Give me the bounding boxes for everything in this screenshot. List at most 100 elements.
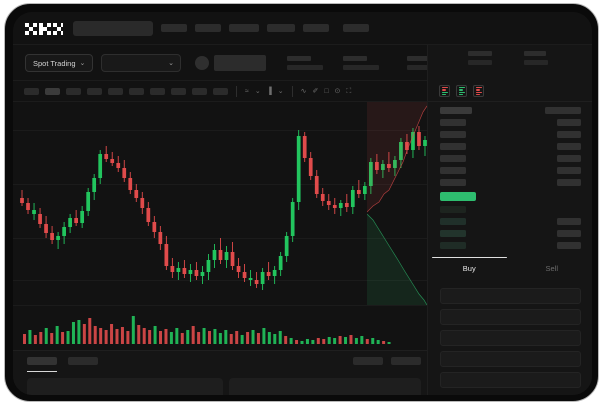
- spot-trading-label: Spot Trading: [33, 58, 76, 68]
- bottom-content-box-1: [229, 378, 421, 395]
- orderbook-stat-value-0: [468, 60, 492, 65]
- tab-buy-label: Buy: [462, 263, 476, 273]
- orderbook-mode-bids[interactable]: [456, 85, 467, 97]
- ask-row-size-1[interactable]: [557, 119, 581, 126]
- orderbook-mode-bar: [428, 81, 592, 102]
- candlestick-chart[interactable]: [13, 102, 427, 305]
- gridline-3: [13, 280, 427, 281]
- bid-row-price-2[interactable]: [440, 230, 466, 237]
- bottom-tab-1[interactable]: [68, 357, 98, 365]
- bid-row-size-3[interactable]: [557, 242, 581, 249]
- line-tool-icon[interactable]: ∿: [300, 87, 307, 95]
- orderbook-stat-label-1: [524, 51, 546, 56]
- buy-sell-tabs: Buy Sell: [428, 257, 592, 279]
- top-navigation-bar: [13, 12, 592, 45]
- bottom-action-0[interactable]: [353, 357, 383, 365]
- ask-row-price-4[interactable]: [440, 155, 466, 162]
- market-stat-value-0: [287, 65, 323, 70]
- indicator-icon[interactable]: ≈: [245, 87, 249, 95]
- ask-row-size-6[interactable]: [557, 179, 581, 186]
- camera-icon[interactable]: □: [324, 87, 329, 95]
- okx-logo[interactable]: [25, 23, 63, 35]
- orderbook-stat-0: [468, 51, 492, 65]
- nav-item-2[interactable]: [229, 24, 259, 32]
- bid-row-price-1[interactable]: [440, 218, 466, 225]
- tablet-device-frame: Spot Trading ⌄ ⌄ ≈ ⌄ ▐ ⌄ ∿ ✐ □ ⊙ ⛶: [4, 3, 599, 402]
- timeframe-button-6[interactable]: [150, 87, 165, 95]
- tab-sell-label: Sell: [545, 263, 558, 273]
- timeframe-button-5[interactable]: [129, 87, 144, 95]
- spot-trading-dropdown[interactable]: Spot Trading ⌄: [25, 54, 94, 72]
- market-stat-label-1: [343, 56, 367, 61]
- fullscreen-icon[interactable]: ⛶: [346, 87, 352, 95]
- bottom-tab-0[interactable]: [27, 357, 57, 365]
- timeframe-button-8[interactable]: [192, 87, 207, 95]
- order-field-1[interactable]: [440, 309, 581, 325]
- bid-row-price-0[interactable]: [440, 206, 466, 213]
- chevron-down-icon-pair: ⌄: [168, 59, 174, 67]
- toolbar-divider-2: [291, 85, 293, 97]
- timeframe-button-4[interactable]: [108, 87, 123, 95]
- ask-row-size-3[interactable]: [557, 143, 581, 150]
- nav-item-1[interactable]: [195, 24, 221, 32]
- ask-row-price-6[interactable]: [440, 179, 466, 186]
- volume-bars: [23, 316, 391, 344]
- timeframe-button-2[interactable]: [66, 87, 81, 95]
- market-depth-overlay: [367, 102, 427, 305]
- candle-series: [20, 126, 427, 290]
- market-stat-label-2: [407, 56, 431, 61]
- bid-row-size-1[interactable]: [557, 218, 581, 225]
- orderbook-mode-both[interactable]: [439, 85, 450, 97]
- market-stat-value-2: [407, 65, 441, 70]
- ask-row-price-0[interactable]: [440, 107, 472, 114]
- gridline-0: [13, 130, 427, 131]
- settings-icon[interactable]: ⊙: [334, 87, 341, 95]
- pencil-icon[interactable]: ✐: [312, 87, 319, 95]
- orderbook-stat-1: [524, 51, 548, 65]
- order-field-0[interactable]: [440, 288, 581, 304]
- ask-row-size-4[interactable]: [557, 155, 581, 162]
- bid-row-size-2[interactable]: [557, 230, 581, 237]
- tab-sell[interactable]: Sell: [511, 257, 593, 279]
- market-stat-2: [407, 56, 441, 70]
- device-bezel: Spot Trading ⌄ ⌄ ≈ ⌄ ▐ ⌄ ∿ ✐ □ ⊙ ⛶: [13, 12, 592, 395]
- nav-item-0[interactable]: [161, 24, 187, 32]
- nav-item-4[interactable]: [303, 24, 329, 32]
- bottom-action-1[interactable]: [391, 357, 421, 365]
- chart-type-icon[interactable]: ▐: [266, 87, 272, 95]
- pair-avatar: [195, 56, 209, 70]
- orderbook-stat-value-1: [524, 60, 548, 65]
- trading-pair-dropdown[interactable]: ⌄: [101, 54, 181, 72]
- order-field-3[interactable]: [440, 351, 581, 367]
- order-field-2[interactable]: [440, 330, 581, 346]
- bid-row-price-3[interactable]: [440, 242, 466, 249]
- toolbar-divider-1: [236, 85, 237, 97]
- timeframe-button-0[interactable]: [24, 87, 39, 95]
- market-stat-0: [287, 56, 323, 70]
- timeframe-button-1[interactable]: [45, 87, 60, 95]
- orderbook-trade-panel: Buy Sell: [427, 45, 592, 395]
- tab-buy[interactable]: Buy: [428, 257, 511, 279]
- nav-item-5[interactable]: [343, 24, 369, 32]
- orderbook-stat-label-0: [468, 51, 492, 56]
- ask-row-price-1[interactable]: [440, 119, 466, 126]
- nav-item-3[interactable]: [267, 24, 295, 32]
- bottom-panel-active-underline: [27, 371, 57, 373]
- chevron-down-icon[interactable]: ⌄: [254, 87, 261, 95]
- order-field-4[interactable]: [440, 372, 581, 388]
- orderbook-mode-asks[interactable]: [473, 85, 484, 97]
- chevron-down-icon-2[interactable]: ⌄: [277, 87, 284, 95]
- timeframe-button-9[interactable]: [213, 87, 228, 95]
- timeframe-button-7[interactable]: [171, 87, 186, 95]
- ask-row-price-3[interactable]: [440, 143, 466, 150]
- timeframe-button-3[interactable]: [87, 87, 102, 95]
- orders-bottom-panel: [13, 350, 427, 395]
- ask-row-price-2[interactable]: [440, 131, 466, 138]
- ask-row-size-5[interactable]: [557, 167, 581, 174]
- last-price-row: [440, 192, 476, 201]
- ask-row-price-5[interactable]: [440, 167, 466, 174]
- search-input[interactable]: [73, 21, 153, 36]
- gridline-1: [13, 184, 427, 185]
- ask-row-size-2[interactable]: [557, 131, 581, 138]
- ask-row-size-0[interactable]: [545, 107, 581, 114]
